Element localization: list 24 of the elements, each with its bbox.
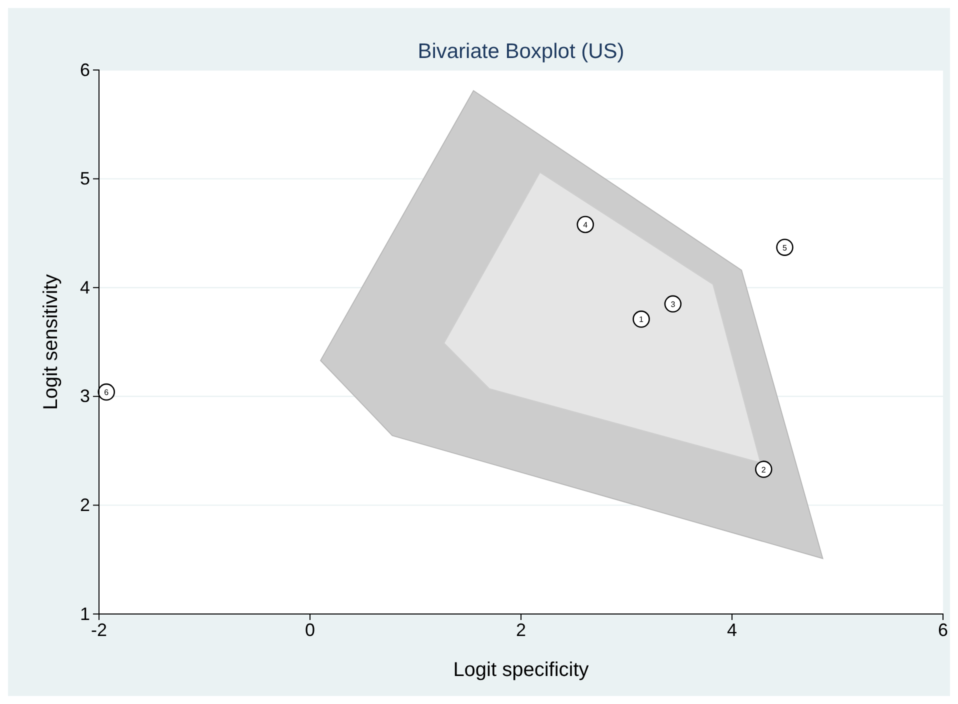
y-tick-label: 1 <box>80 604 90 624</box>
point <box>755 460 772 478</box>
x-tick-label: 0 <box>304 620 316 640</box>
x-tick-label: -2 <box>90 620 108 640</box>
annotation: 2 <box>761 465 766 474</box>
point <box>632 310 650 328</box>
annotation: 6 <box>104 388 110 398</box>
point <box>664 295 682 313</box>
x-tick-label: 6 <box>938 620 948 640</box>
x-tick-label: 2 <box>516 620 526 640</box>
annotation: 3 <box>670 300 676 309</box>
chart-title: Bivariate Boxplot (US) <box>418 40 624 63</box>
x-axis-title: Logit specificity <box>453 659 589 681</box>
point <box>576 216 594 234</box>
y-tick-label: 5 <box>80 168 90 189</box>
y-tick-label: 2 <box>80 494 90 515</box>
y-tick-label: 4 <box>80 277 90 298</box>
y-axis-title: Logit sensitivity <box>40 274 62 410</box>
annotation: 5 <box>782 243 788 252</box>
y-tick-label: 3 <box>80 386 90 406</box>
annotation: 4 <box>583 220 588 230</box>
x-tick-label: 4 <box>726 620 738 640</box>
y-tick-label: 6 <box>80 60 90 80</box>
annotation: 1 <box>639 315 644 324</box>
